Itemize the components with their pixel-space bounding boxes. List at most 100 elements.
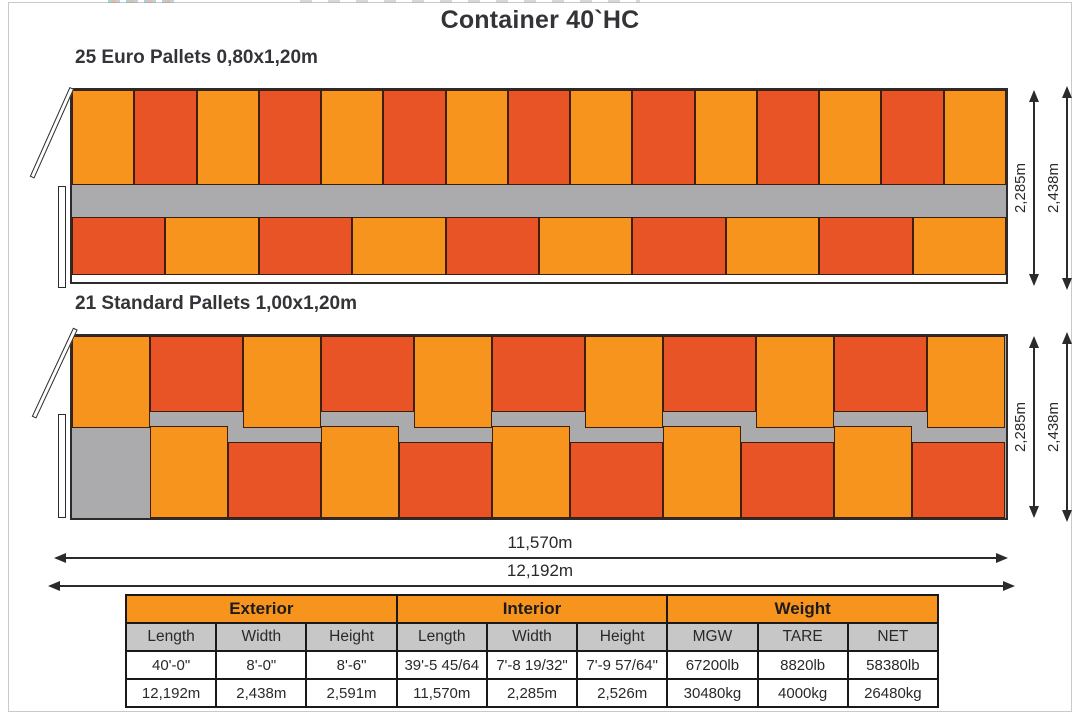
- pallet-orange: [196, 90, 259, 185]
- container2-interior-width-arrow: [1033, 338, 1035, 516]
- table-column-header: NET: [846, 622, 940, 652]
- container2-left-wall: [58, 414, 66, 518]
- table-column-header: Height: [305, 622, 398, 652]
- container1-open-door: [29, 86, 75, 179]
- pallet-red: [72, 217, 166, 275]
- spec-value-cell: 8'-6": [305, 650, 398, 680]
- pallet-red: [632, 90, 695, 185]
- pallet-orange: [352, 217, 446, 275]
- pallet-orange: [150, 426, 228, 518]
- container-spec-table: Exterior Interior Weight Length Width Height L…: [124, 594, 940, 708]
- container1-label: 25 Euro Pallets 0,80x1,20m: [75, 47, 318, 68]
- pallet-red: [756, 90, 820, 185]
- container1-interior: [72, 90, 1006, 282]
- page-title: Container 40`HC: [440, 6, 640, 34]
- pallet-row-top: [72, 90, 1006, 282]
- pallet-red: [321, 336, 414, 412]
- table-column-header: Width: [215, 622, 308, 652]
- table-column-header: Length: [395, 622, 488, 652]
- pallet-red: [228, 442, 321, 518]
- cutoff-text-artifact: [300, 0, 640, 3]
- exterior-length-label: 12,192m: [506, 561, 574, 580]
- pallet-orange: [243, 336, 321, 428]
- pallet-orange: [694, 90, 757, 185]
- pallet-red: [258, 90, 322, 185]
- container2-diagram: [70, 334, 1008, 520]
- pallet-orange: [570, 90, 633, 185]
- spec-value-cell: 7'-9 57/64": [576, 650, 669, 680]
- pallet-red: [150, 336, 243, 412]
- spec-value-cell: 58380lb: [846, 650, 940, 680]
- table-group-header: Weight: [666, 594, 939, 624]
- pallet-red: [834, 336, 927, 412]
- pallet-orange: [834, 426, 912, 518]
- container1-left-wall: [58, 186, 66, 288]
- pallet-red: [741, 442, 834, 518]
- cutoff-logo-artifact: [108, 0, 180, 3]
- pallet-orange: [414, 336, 492, 428]
- spec-value-cell: 67200lb: [666, 650, 759, 680]
- pallet-red: [912, 442, 1005, 518]
- pallet-orange: [663, 426, 741, 518]
- table-group-header: Interior: [395, 594, 669, 624]
- pallet-orange: [492, 426, 570, 518]
- spec-value-cell: 2,285m: [485, 678, 579, 708]
- spec-value-cell: 2,438m: [215, 678, 308, 708]
- spec-value-cell: 7'-8 19/32": [485, 650, 579, 680]
- table-column-header: Height: [576, 622, 669, 652]
- pallet-red: [134, 90, 197, 185]
- table-row: 40'-0" 8'-0" 8'-6" 39'-5 45/64 7'-8 19/32" 7'…: [124, 650, 940, 680]
- spec-value-cell: 2,526m: [576, 678, 669, 708]
- pallet-red: [258, 217, 353, 275]
- spec-value-cell: 26480kg: [846, 678, 940, 708]
- pallet-red: [663, 336, 756, 412]
- pallet-orange: [756, 336, 834, 428]
- pallet-orange: [725, 217, 820, 275]
- empty-floor-gap: [72, 508, 150, 518]
- table-group-header: Exterior: [125, 594, 398, 624]
- pallet-red: [383, 90, 446, 185]
- spec-value-cell: 39'-5 45/64: [395, 650, 488, 680]
- spec-value-cell: 4000kg: [756, 678, 849, 708]
- pallet-red: [445, 217, 539, 275]
- pallet-red: [570, 442, 663, 518]
- pallet-orange: [585, 336, 663, 428]
- pallet-orange: [165, 217, 259, 275]
- pallet-red: [632, 217, 726, 275]
- container1-interior-width-label: 2,285m: [1012, 162, 1029, 214]
- spec-value-cell: 40'-0": [124, 650, 218, 680]
- pallet-orange: [538, 217, 633, 275]
- container2-label: 21 Standard Pallets 1,00x1,20m: [75, 293, 357, 314]
- pallet-row-bottom: [72, 336, 1006, 518]
- table-row: 12,192m 2,438m 2,591m 11,570m 2,285m 2,526m 30…: [124, 678, 940, 708]
- pallet-red: [819, 217, 913, 275]
- container1-diagram: [70, 88, 1008, 284]
- pallet-orange: [321, 426, 399, 518]
- pallet-red: [399, 442, 492, 518]
- table-column-header: MGW: [666, 622, 759, 652]
- floor-aisle-strip: [72, 185, 1006, 217]
- spec-value-cell: 8820lb: [756, 650, 849, 680]
- interior-length-arrow: [56, 557, 1006, 559]
- container2-exterior-width-arrow: [1066, 334, 1068, 520]
- spec-value-cell: 11,570m: [395, 678, 488, 708]
- pallet-orange: [72, 336, 150, 428]
- pallet-red: [881, 90, 944, 185]
- table-column-header: Width: [485, 622, 579, 652]
- table-column-header: Length: [124, 622, 218, 652]
- container2-interior-width-label: 2,285m: [1012, 401, 1029, 453]
- container1-exterior-width-arrow: [1066, 88, 1068, 288]
- pallet-orange: [912, 217, 1006, 275]
- container2-interior: [72, 336, 1006, 518]
- pallet-orange: [445, 90, 508, 185]
- spec-value-cell: 12,192m: [124, 678, 218, 708]
- spec-value-cell: 2,591m: [305, 678, 398, 708]
- container1-interior-width-arrow: [1033, 92, 1035, 284]
- pallet-row-top: [72, 336, 1006, 518]
- pallet-red: [507, 90, 571, 185]
- container1-exterior-width-label: 2,438m: [1045, 162, 1062, 214]
- pallet-orange: [72, 90, 135, 185]
- interior-length-label: 11,570m: [507, 533, 573, 552]
- container2-exterior-width-label: 2,438m: [1045, 401, 1062, 453]
